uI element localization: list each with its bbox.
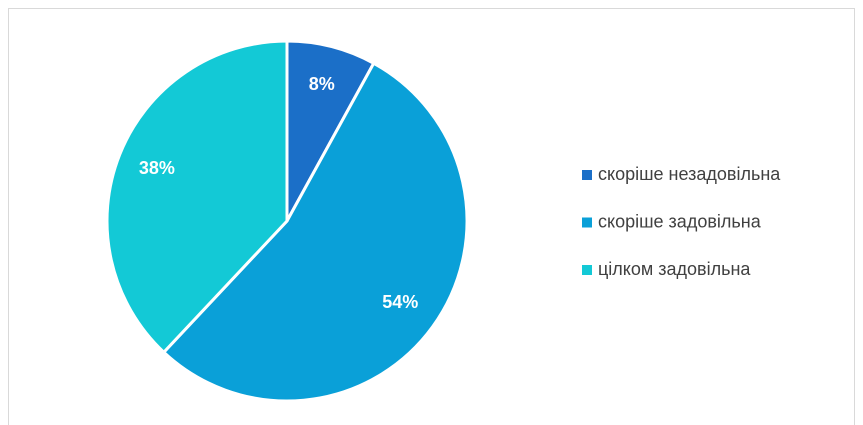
- value-label: 8%: [309, 74, 335, 94]
- legend-swatch: [582, 265, 592, 275]
- pie-slice: [161, 61, 469, 403]
- value-label: 54%: [382, 292, 418, 312]
- legend-label: скоріше задовільна: [598, 211, 762, 231]
- value-label: 38%: [139, 158, 175, 178]
- pie-slice: [105, 39, 289, 355]
- pie-slice: [285, 39, 376, 222]
- legend-swatch: [582, 170, 592, 180]
- legend-label: цілком задовільна: [598, 259, 751, 279]
- legend-swatch: [582, 217, 592, 228]
- legend-label: скоріше незадовільна: [598, 164, 781, 184]
